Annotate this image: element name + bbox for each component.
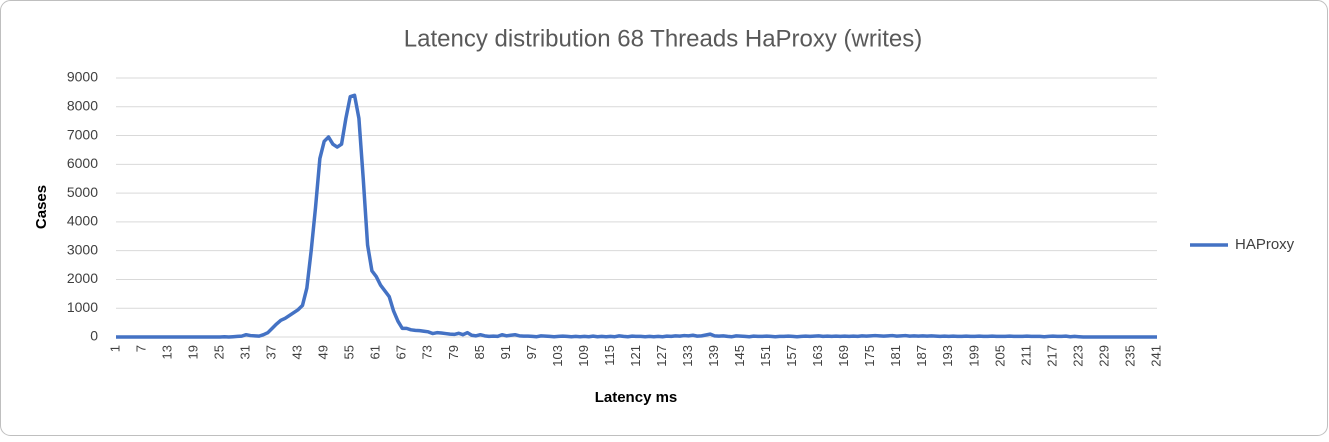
x-tick-label: 175 xyxy=(862,345,877,367)
x-tick-label: 31 xyxy=(238,345,253,359)
x-tick-label: 193 xyxy=(940,345,955,367)
x-tick-label: 157 xyxy=(784,345,799,367)
x-tick-label: 73 xyxy=(420,345,435,359)
x-tick-label: 199 xyxy=(966,345,981,367)
x-tick-label: 187 xyxy=(914,345,929,367)
x-tick-label: 91 xyxy=(498,345,513,359)
x-tick-label: 79 xyxy=(446,345,461,359)
x-tick-label: 181 xyxy=(888,345,903,367)
y-tick-label: 0 xyxy=(90,328,98,344)
y-tick-label: 9000 xyxy=(67,69,98,85)
y-axis-label: Cases xyxy=(33,185,50,229)
y-tick-label: 8000 xyxy=(67,97,98,113)
y-tick-label: 3000 xyxy=(67,241,98,257)
x-tick-label: 55 xyxy=(342,345,357,359)
x-tick-label: 169 xyxy=(836,345,851,367)
y-tick-label: 4000 xyxy=(67,213,98,229)
x-tick-label: 115 xyxy=(602,345,617,366)
x-axis-label: Latency ms xyxy=(595,389,678,406)
x-tick-label: 49 xyxy=(316,345,331,359)
x-tick-label: 25 xyxy=(212,345,227,359)
x-tick-label: 235 xyxy=(1122,345,1137,367)
x-tick-label: 103 xyxy=(550,345,565,367)
x-tick-label: 121 xyxy=(628,345,643,367)
y-tick-label: 1000 xyxy=(67,299,98,315)
y-tick-label: 7000 xyxy=(67,126,98,142)
x-tick-label: 7 xyxy=(133,345,148,352)
x-tick-label: 163 xyxy=(810,345,825,367)
x-tick-label: 43 xyxy=(290,345,305,359)
x-tick-label: 109 xyxy=(576,345,591,367)
data-line xyxy=(116,93,1157,339)
x-tick-label: 127 xyxy=(654,345,669,367)
x-tick-label: 151 xyxy=(758,345,773,367)
x-tick-label: 67 xyxy=(394,345,409,359)
x-tick-label: 85 xyxy=(472,345,487,359)
x-tick-label: 139 xyxy=(706,345,721,367)
chart-title: Latency distribution 68 Threads HaProxy … xyxy=(404,25,922,52)
x-tick-label: 211 xyxy=(1018,345,1033,366)
x-tick-label: 145 xyxy=(732,345,747,367)
x-tick-label: 223 xyxy=(1070,345,1085,367)
x-tick-label: 61 xyxy=(368,345,383,359)
legend-label: HAProxy xyxy=(1235,236,1295,253)
x-tick-label: 13 xyxy=(159,345,174,359)
x-tick-label: 229 xyxy=(1096,345,1111,367)
x-tick-label: 241 xyxy=(1148,345,1163,367)
x-tick-label: 19 xyxy=(186,345,201,359)
y-tick-label: 6000 xyxy=(67,155,98,171)
y-tick-label: 2000 xyxy=(67,270,98,286)
x-tick-label: 37 xyxy=(264,345,279,359)
x-tick-label: 205 xyxy=(992,345,1007,367)
x-tick-label: 133 xyxy=(680,345,695,367)
x-tick-label: 217 xyxy=(1044,345,1059,367)
x-tick-label: 97 xyxy=(524,345,539,359)
y-tick-label: 5000 xyxy=(67,184,98,200)
x-tick-label: 1 xyxy=(107,345,122,352)
